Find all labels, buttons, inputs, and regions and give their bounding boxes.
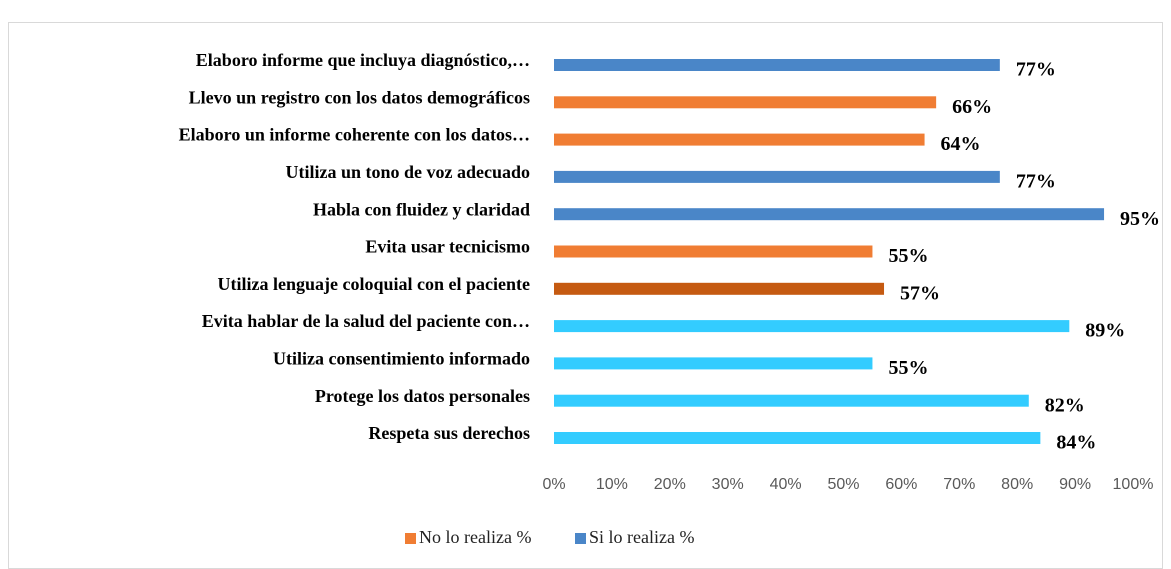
chart-border [8,22,1163,569]
x-tick-label: 60% [885,476,917,493]
x-tick-label: 30% [712,476,744,493]
category-label: Respeta sus derechos [368,423,530,443]
bar [554,320,1070,333]
bar [554,133,925,146]
data-label: 66% [952,96,992,118]
bar [554,394,1029,407]
category-label: Evita hablar de la salud del paciente co… [202,311,530,331]
category-label: Utiliza un tono de voz adecuado [285,162,530,182]
category-label: Elaboro informe que incluya diagnóstico,… [196,50,530,70]
category-label: Elaboro un informe coherente con los dat… [179,125,530,145]
data-label: 55% [888,245,928,267]
legend-swatch [405,533,416,544]
data-label: 77% [1016,59,1056,81]
x-tick-label: 10% [596,476,628,493]
bar [554,208,1105,221]
data-label: 57% [900,282,940,304]
legend-swatch [575,533,586,544]
bar [554,59,1000,71]
legend-label: Si lo realiza % [589,527,694,547]
data-label: 64% [941,133,981,155]
data-label: 89% [1085,320,1125,342]
category-label: Utiliza consentimiento informado [273,349,530,369]
category-label: Utiliza lenguaje coloquial con el pacien… [218,274,530,294]
category-label: Habla con fluidez y claridad [313,199,530,219]
x-tick-label: 90% [1059,476,1091,493]
category-label: Evita usar tecnicismo [365,237,530,257]
bar [554,432,1041,444]
legend-label: No lo realiza % [419,527,531,547]
bar [554,357,873,370]
x-tick-label: 70% [943,476,975,493]
x-tick-label: 80% [1001,476,1033,493]
data-label: 82% [1045,394,1085,416]
bar [554,96,937,109]
x-tick-label: 20% [654,476,686,493]
bar [554,245,873,258]
bar [554,170,1000,183]
data-label: 84% [1056,432,1096,454]
data-label: 55% [888,357,928,379]
x-tick-label: 40% [770,476,802,493]
data-label: 77% [1016,170,1056,192]
bar [554,282,885,295]
x-tick-label: 100% [1113,476,1154,493]
x-tick-label: 0% [542,476,565,493]
data-label: 95% [1120,208,1160,230]
category-label: Protege los datos personales [315,386,530,406]
category-label: Llevo un registro con los datos demográf… [189,87,530,107]
x-tick-label: 50% [827,476,859,493]
